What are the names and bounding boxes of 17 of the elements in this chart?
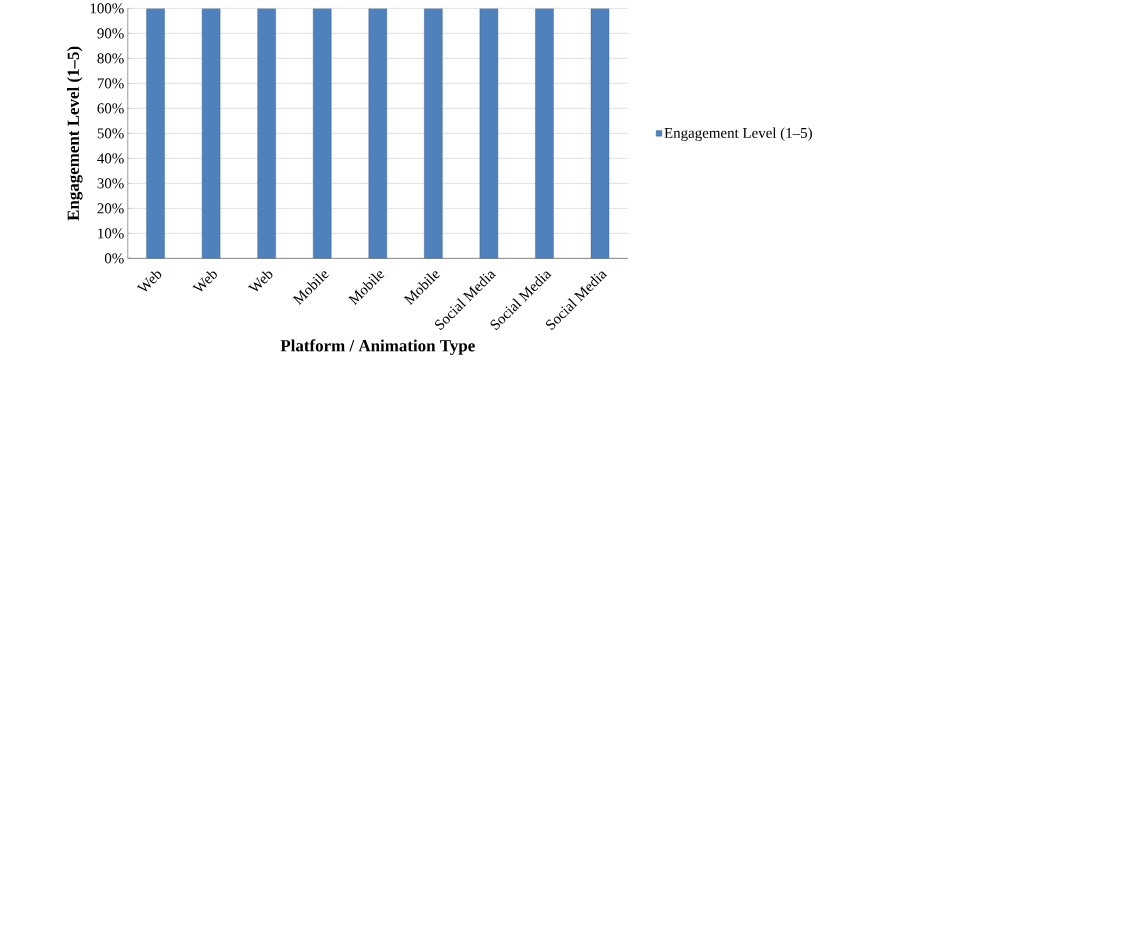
x-tick-label: Web bbox=[248, 271, 273, 292]
y-tick-label: 50% bbox=[97, 128, 124, 139]
y-tick-label: 10% bbox=[98, 228, 124, 239]
y-tick-label: 0% bbox=[104, 253, 124, 264]
y-tick-label: 20% bbox=[97, 203, 124, 214]
y-tick-label: 90% bbox=[97, 28, 124, 39]
x-tick-label: Web bbox=[136, 271, 162, 292]
x-axis-title: Platform / Animation Type bbox=[280, 339, 475, 355]
y-tick-label: 100% bbox=[90, 3, 124, 14]
y-tick-label: 30% bbox=[97, 178, 124, 189]
legend-label: Engagement Level (1–5) bbox=[664, 127, 812, 141]
y-tick-label: 60% bbox=[97, 103, 124, 114]
y-tick-label: 70% bbox=[97, 78, 124, 89]
x-tick-label: Web bbox=[192, 271, 217, 292]
y-tick-label: 80% bbox=[97, 53, 124, 64]
y-tick-label: 40% bbox=[97, 153, 124, 164]
y-axis-title: Engagement Level (1–5) bbox=[67, 46, 83, 221]
